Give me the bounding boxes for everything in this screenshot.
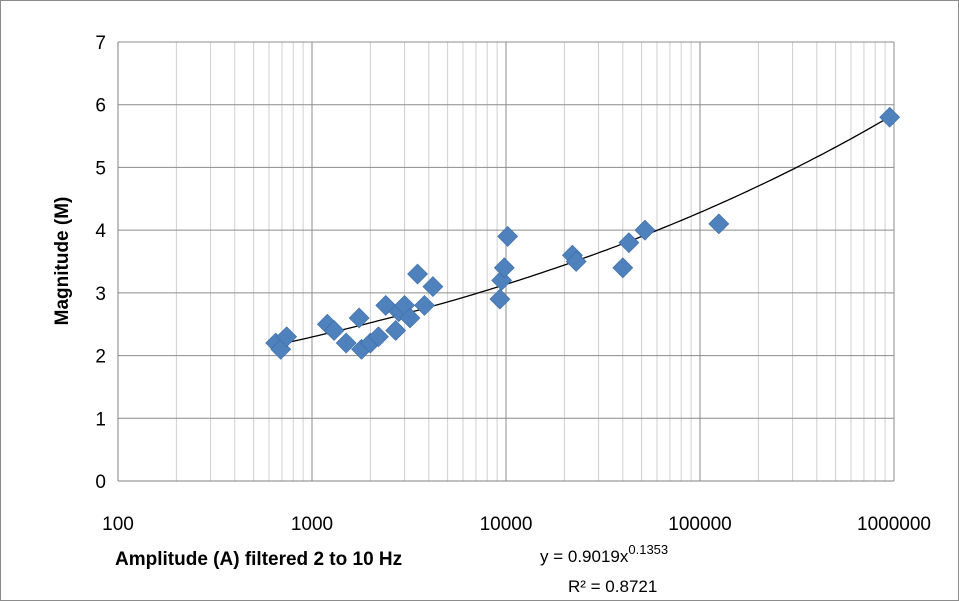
trendline-equation: y = 0.9019x0.1353 xyxy=(540,542,668,566)
y-tick-label: 2 xyxy=(95,347,106,368)
axes xyxy=(117,42,894,482)
data-point-marker xyxy=(348,307,370,329)
data-point-marker xyxy=(407,263,428,285)
y-tick-label: 4 xyxy=(95,221,106,242)
data-point-marker xyxy=(879,106,901,128)
data-point-marker xyxy=(323,320,345,341)
trendline xyxy=(281,116,891,345)
data-point-marker xyxy=(634,219,656,241)
data-point-marker xyxy=(335,332,357,354)
y-axis-title: Magnitude (M) xyxy=(52,197,73,326)
x-tick-label: 1000000 xyxy=(857,514,931,535)
data-point-marker xyxy=(368,326,389,348)
data-point-marker xyxy=(399,307,421,329)
x-tick-label: 1000 xyxy=(291,514,333,535)
data-point-marker xyxy=(565,251,587,272)
x-tick-label: 100 xyxy=(102,514,134,535)
y-tick-label: 1 xyxy=(95,409,106,430)
data-point-marker xyxy=(489,288,511,310)
y-tick-label: 0 xyxy=(95,472,106,493)
data-point-marker xyxy=(385,320,407,341)
x-tick-label: 10000 xyxy=(480,514,533,535)
y-tick-label: 5 xyxy=(95,158,106,179)
y-tick-label: 3 xyxy=(95,284,106,305)
data-point-marker xyxy=(276,326,298,348)
x-axis-title: Amplitude (A) filtered 2 to 10 Hz xyxy=(115,549,402,570)
x-tick-labels: 100 1000 10000 100000 1000000 xyxy=(102,514,931,535)
data-points xyxy=(265,106,901,360)
y-tick-label: 7 xyxy=(95,33,106,54)
r-squared-label: R² = 0.8721 xyxy=(568,577,657,596)
y-tick-label: 6 xyxy=(95,96,106,117)
data-point-marker xyxy=(414,294,435,316)
data-point-marker xyxy=(493,257,515,279)
data-point-marker xyxy=(422,276,444,298)
equation-base: y = 0.9019x xyxy=(540,547,629,566)
x-tick-label: 100000 xyxy=(668,514,731,535)
data-point-marker xyxy=(497,225,519,247)
minor-gridlines xyxy=(175,42,886,481)
equation-exponent: 0.1353 xyxy=(628,542,668,557)
data-point-marker xyxy=(708,213,730,235)
y-tick-labels: 0 1 2 3 4 5 6 7 xyxy=(95,33,106,493)
data-point-marker xyxy=(612,257,634,279)
data-point-marker xyxy=(618,232,640,254)
